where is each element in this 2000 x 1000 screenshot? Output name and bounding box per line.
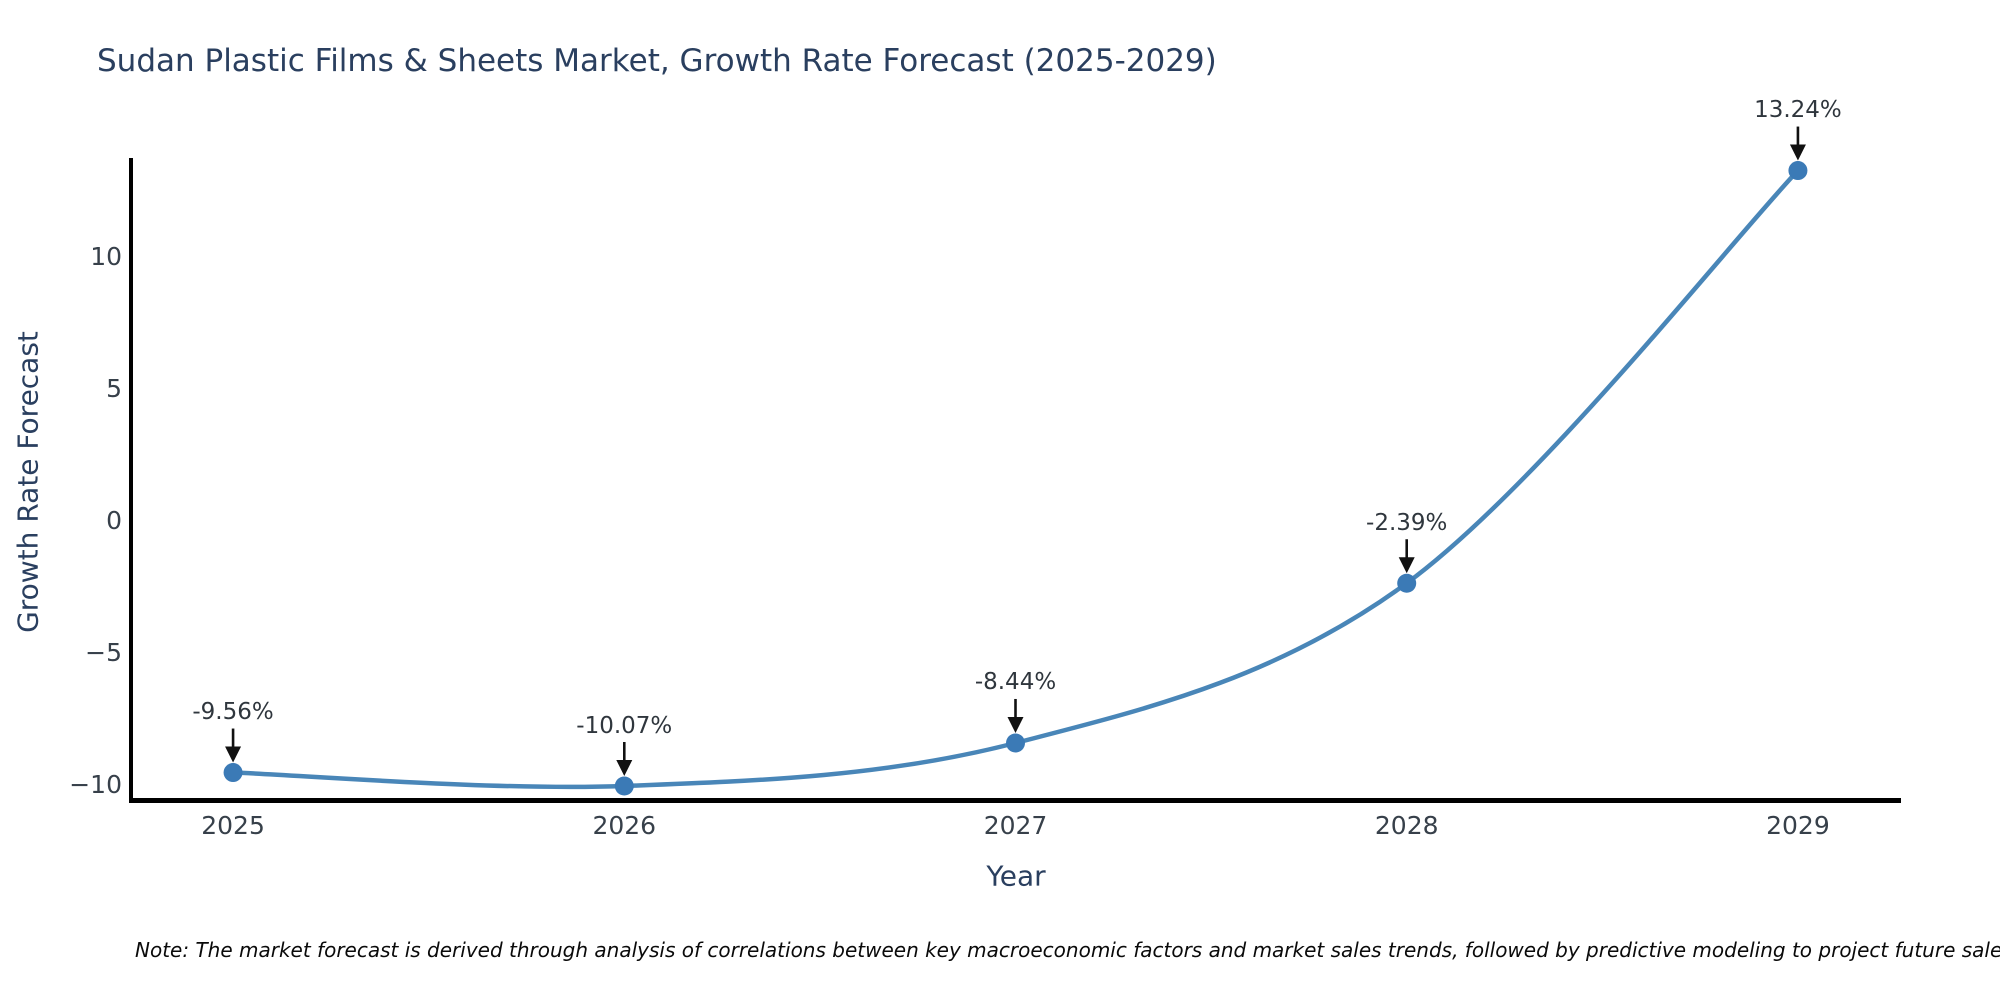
data-point-label: -2.39% (1366, 509, 1448, 536)
x-axis-title: Year (986, 859, 1046, 893)
data-point-marker (1397, 573, 1417, 593)
annotation-arrow-head (225, 746, 242, 763)
x-tick-label: 2027 (983, 811, 1048, 840)
data-point-marker (1006, 733, 1025, 753)
x-tick-label: 2029 (1766, 811, 1830, 840)
annotation-arrow-head (1007, 716, 1024, 733)
data-point-marker (223, 763, 243, 783)
data-point-label: 13.24% (1754, 97, 1842, 124)
y-tick-label: 0 (106, 505, 122, 535)
data-point-label: -9.56% (192, 699, 274, 726)
x-tick-label: 2028 (1374, 811, 1439, 840)
data-point-marker (1788, 161, 1808, 181)
chart-title: Sudan Plastic Films & Sheets Market, Gro… (97, 43, 1217, 79)
forecast-line (230, 168, 1801, 790)
data-point-marker (614, 776, 634, 796)
annotation-arrow-head (1789, 144, 1806, 161)
annotation-arrow-head (616, 760, 633, 777)
y-tick-label: −10 (69, 769, 122, 799)
x-tick-label: 2026 (592, 811, 657, 840)
annotation-arrow-head (1398, 557, 1415, 574)
y-tick-label: −5 (85, 637, 122, 667)
y-tick-label: 10 (90, 241, 122, 271)
data-point-label: -10.07% (576, 712, 673, 739)
data-point-label: -8.44% (974, 669, 1057, 696)
footnote: Note: The market forecast is derived thr… (135, 938, 2000, 962)
x-tick-label: 2025 (201, 811, 265, 840)
y-tick-label: 5 (106, 373, 122, 403)
